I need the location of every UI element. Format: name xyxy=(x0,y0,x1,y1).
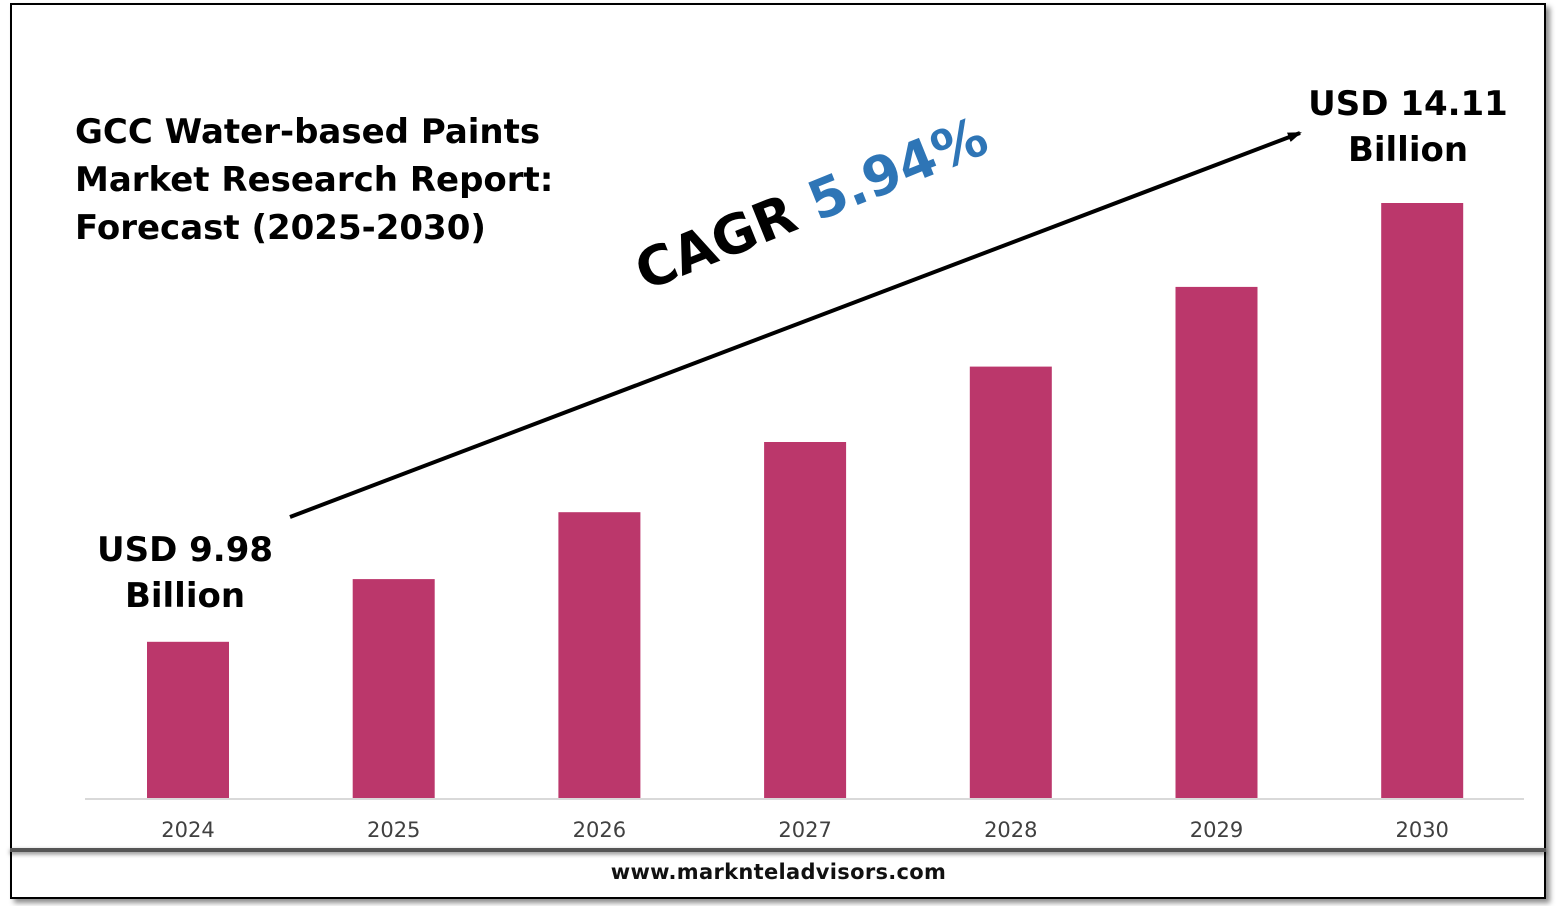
bar-2025 xyxy=(352,579,435,799)
end-value-text: USD 14.11 Billion xyxy=(1308,84,1508,170)
x-tick-label-2029: 2029 xyxy=(1190,818,1243,842)
bar-2027 xyxy=(764,442,847,799)
bar-2029 xyxy=(1175,286,1258,799)
x-tick-label-2027: 2027 xyxy=(778,818,831,842)
footer-divider xyxy=(10,848,1546,852)
x-tick-label-2024: 2024 xyxy=(161,818,214,842)
end-value-callout: USD 14.11 Billion xyxy=(1298,81,1518,173)
chart-title: GCC Water-based Paints Market Research R… xyxy=(75,112,554,248)
bar-2028 xyxy=(969,366,1052,799)
x-tick-label-2030: 2030 xyxy=(1395,818,1448,842)
x-tick-label-2025: 2025 xyxy=(367,818,420,842)
x-tick-label-2028: 2028 xyxy=(984,818,1037,842)
bar-2026 xyxy=(558,512,641,799)
bar-2024 xyxy=(147,641,229,799)
bar-2030 xyxy=(1381,203,1464,799)
bars-group xyxy=(147,203,1464,799)
trend-arrow xyxy=(289,131,1302,519)
x-tick-labels: 2024 2025 2026 2027 2028 2029 2030 xyxy=(161,818,1449,842)
x-tick-label-2026: 2026 xyxy=(573,818,626,842)
footer-website: www.marknteladvisors.com xyxy=(610,860,947,884)
start-value-text: USD 9.98 Billion xyxy=(96,530,274,616)
start-value-callout: USD 9.98 Billion xyxy=(80,527,290,619)
